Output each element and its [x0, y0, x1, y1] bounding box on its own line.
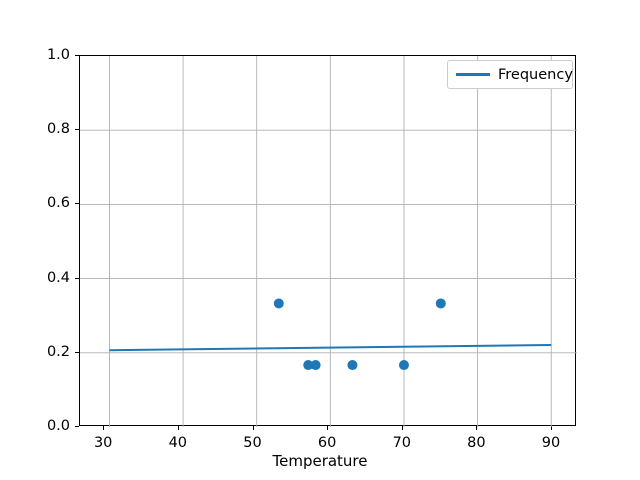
xtick-mark	[252, 426, 254, 430]
scatter-point	[303, 360, 314, 371]
xtick-label-70: 70	[392, 435, 412, 451]
xtick-label-30: 30	[93, 435, 113, 451]
ytick-label-06: 0.6	[46, 195, 70, 212]
line-series-frequency	[109, 344, 552, 352]
scatter-point	[435, 298, 446, 309]
xtick-mark	[476, 426, 478, 430]
ytick-mark	[75, 203, 79, 205]
scatter-point	[347, 360, 358, 371]
xtick-mark	[327, 426, 329, 430]
xtick-label-90: 90	[541, 435, 561, 451]
scatter-point	[310, 360, 321, 371]
xtick-mark	[103, 426, 105, 430]
xtick-label-40: 40	[168, 435, 188, 451]
scatter-point	[273, 298, 284, 309]
ytick-label-08: 0.8	[46, 120, 70, 137]
legend-label-frequency: Frequency	[498, 66, 573, 83]
xtick-mark	[177, 426, 179, 430]
xtick-mark	[401, 426, 403, 430]
ytick-label-02: 0.2	[46, 343, 70, 360]
ytick-mark	[75, 351, 79, 353]
ytick-mark	[75, 277, 79, 279]
plot-svg	[80, 56, 577, 427]
ytick-label-04: 0.4	[46, 269, 70, 286]
ytick-mark	[75, 129, 79, 131]
ytick-label-0: 0.0	[46, 417, 70, 434]
xtick-mark	[551, 426, 553, 430]
xtick-label-60: 60	[317, 435, 337, 451]
ytick-mark	[75, 426, 79, 428]
xtick-label-80: 80	[467, 435, 486, 451]
legend[interactable]: Frequency	[447, 60, 573, 89]
x-axis-label: Temperature	[272, 452, 368, 470]
ytick-label-1: 1.0	[46, 46, 70, 63]
xtick-label-50: 50	[243, 435, 262, 451]
gridlines	[80, 56, 577, 427]
scatter-point	[398, 360, 409, 371]
data-series	[109, 298, 552, 371]
ytick-mark	[75, 55, 79, 57]
legend-line-swatch	[456, 73, 490, 76]
plot-area	[79, 55, 577, 427]
